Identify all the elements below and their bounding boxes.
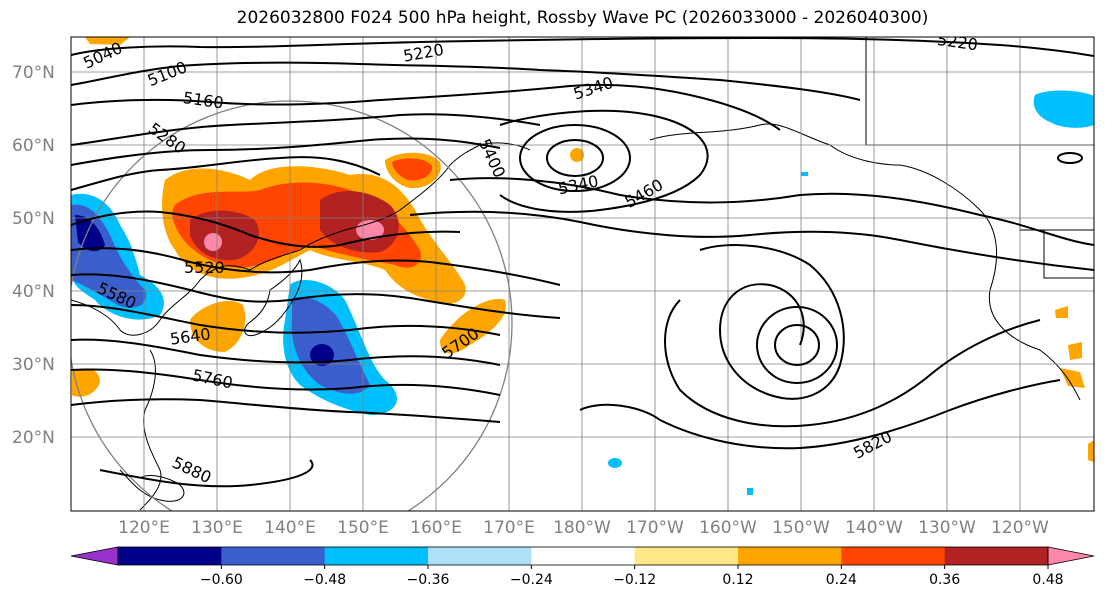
lat-label: 30°N [12, 355, 55, 375]
lon-label: 160°E [410, 518, 462, 538]
map-frame [70, 36, 1095, 512]
colorbar-segment [738, 547, 842, 565]
colorbar-tick-label: 0.12 [722, 572, 753, 588]
map-panel: 5040 5100 5160 5220 5220 5340 5280 5400 … [71, 30, 1094, 511]
lat-label: 70°N [12, 63, 55, 83]
colorbar: −0.60 −0.48 −0.36 −0.24 −0.12 0.12 0.24 0.36 0.4… [70, 546, 1095, 588]
map-title: 2026032800 F024 500 hPa height, Rossby W… [236, 8, 929, 28]
lon-label: 150°W [772, 518, 830, 538]
height-contours [71, 37, 1094, 488]
lon-label: 120°W [991, 518, 1049, 538]
colorbar-segment [531, 547, 636, 565]
lon-label: 120°E [118, 518, 170, 538]
gridlines [71, 37, 1094, 511]
contour-label-5520: 5520 [184, 258, 225, 277]
lon-label: 160°W [699, 518, 757, 538]
colorbar-extend-low [70, 546, 119, 566]
colorbar-extend-high [1047, 546, 1095, 566]
lon-label: 170°E [483, 518, 535, 538]
colorbar-tick-label: −0.12 [613, 572, 656, 588]
colorbar-tick-label: −0.24 [510, 572, 553, 588]
lon-label: 180°W [553, 518, 611, 538]
colorbar-tick-label: −0.36 [407, 572, 450, 588]
colorbar-tick-label: −0.48 [303, 572, 346, 588]
colorbar-segment [221, 547, 326, 565]
lat-label: 60°N [12, 136, 55, 156]
colorbar-segment [118, 547, 222, 565]
lat-label: 40°N [12, 282, 55, 302]
contour-label-5220-east: 5220 [936, 30, 979, 54]
lon-label: 140°W [845, 518, 903, 538]
lon-label: 170°W [626, 518, 684, 538]
colorbar-segment [634, 547, 739, 565]
lat-label: 50°N [12, 209, 55, 229]
colorbar-tick-label: 0.36 [929, 572, 960, 588]
latitude-labels: 70°N 60°N 50°N 40°N 30°N 20°N [12, 63, 55, 448]
lon-label: 150°E [337, 518, 389, 538]
colorbar-segment [841, 547, 946, 565]
lat-label: 20°N [12, 428, 55, 448]
colorbar-tick-label: 0.48 [1032, 572, 1063, 588]
colorbar-border [117, 546, 1049, 566]
colorbar-segment [428, 547, 532, 565]
lon-label: 130°W [918, 518, 976, 538]
region-circle [71, 100, 513, 511]
colorbar-segment [324, 547, 429, 565]
lon-label: 140°E [264, 518, 316, 538]
colorbar-tick-label: −0.60 [200, 572, 243, 588]
colorbar-segment [944, 547, 1049, 565]
longitude-labels: 120°E 130°E 140°E 150°E 160°E 170°E 180°… [118, 518, 1049, 538]
lon-label: 130°E [191, 518, 243, 538]
negative-anomaly-shading [71, 90, 1094, 495]
colorbar-tick-label: 0.24 [826, 572, 857, 588]
